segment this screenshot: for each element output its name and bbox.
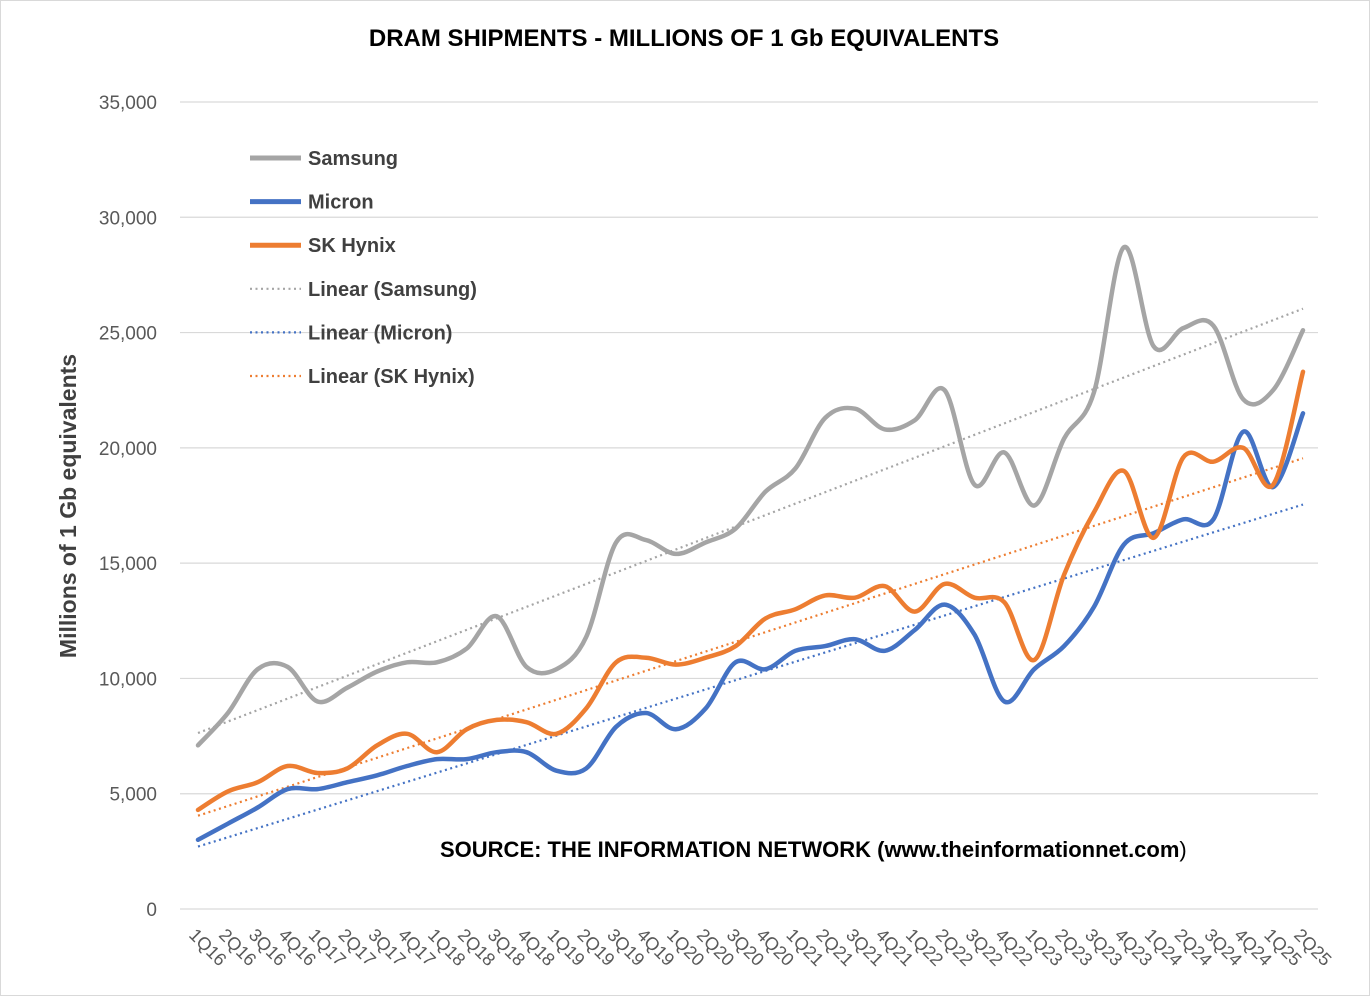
legend-label: Linear (Micron) [308, 322, 452, 344]
y-tick-labels: 0 5,000 10,000 15,000 20,000 25,000 30,000 35,0… [99, 93, 157, 921]
legend-label: SK Hynix [308, 235, 396, 257]
legend-label: Samsung [308, 148, 398, 170]
legend-item-samsung: Samsung [250, 148, 398, 170]
chart-title: DRAM SHIPMENTS - MILLIONS OF 1 Gb EQUIVA… [369, 25, 999, 52]
series-line-sk-hynix [195, 369, 1306, 813]
gridlines [180, 101, 1318, 910]
legend-item-linear-sk-hynix: Linear (SK Hynix) [250, 366, 475, 388]
legend-item-linear-micron: Linear (Micron) [250, 322, 452, 344]
y-axis-label: Millions of 1 Gb equivalents [55, 354, 81, 658]
y-tick-label: 25,000 [99, 324, 157, 345]
y-tick-label: 35,000 [99, 93, 157, 114]
y-tick-label: 10,000 [99, 669, 157, 690]
legend-item-micron: Micron [250, 192, 374, 214]
legend-label: Micron [308, 192, 374, 214]
legend: Samsung Micron SK Hynix Linear (Samsung) Lin… [250, 148, 477, 388]
data-series [195, 245, 1306, 843]
y-tick-label: 0 [146, 900, 157, 921]
y-tick-label: 5,000 [109, 785, 157, 806]
source-annotation-paren: ) [1179, 837, 1186, 862]
y-tick-label: 20,000 [99, 439, 157, 460]
y-tick-label: 30,000 [99, 208, 157, 229]
series-line-micron [195, 411, 1306, 843]
legend-item-sk-hynix: SK Hynix [250, 235, 396, 257]
trendline-micron [197, 503, 1304, 848]
legend-label: Linear (Samsung) [308, 279, 477, 301]
trendline-samsung [197, 307, 1304, 735]
legend-label: Linear (SK Hynix) [308, 366, 475, 388]
y-tick-label: 15,000 [99, 554, 157, 575]
legend-item-linear-samsung: Linear (Samsung) [250, 279, 477, 301]
source-annotation: SOURCE: THE INFORMATION NETWORK (www.the… [440, 837, 1187, 862]
x-tick-labels: 1Q162Q163Q164Q161Q172Q173Q174Q171Q182Q18… [185, 925, 1335, 970]
source-annotation-bold: SOURCE: THE INFORMATION NETWORK (www.the… [440, 837, 1179, 862]
trendlines [197, 307, 1304, 848]
series-line-samsung [195, 245, 1306, 748]
trendline-sk-hynix [197, 457, 1304, 817]
